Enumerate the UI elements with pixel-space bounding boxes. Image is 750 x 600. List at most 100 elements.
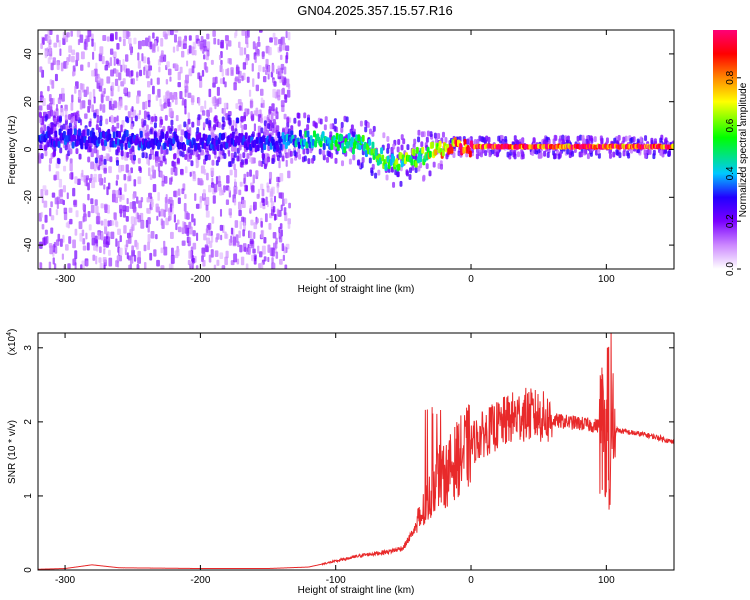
spectrogram-halo-cell <box>236 155 240 162</box>
spectrogram-noise-cell <box>246 76 250 83</box>
snr-x-ticks: -300 -200 -100 0 100 <box>55 333 615 586</box>
spectrogram-noise-cell <box>268 222 272 230</box>
spectrogram-noise-cell <box>233 186 238 195</box>
spectrogram-noise-cell <box>79 34 84 43</box>
spectrogram-noise-cell <box>131 106 134 112</box>
spectrogram-noise-cell <box>130 216 135 225</box>
spectrogram-noise-cell <box>261 188 265 197</box>
spectrogram-noise-cell <box>258 251 263 258</box>
spectrogram-halo-cell <box>141 152 145 159</box>
spectrogram-ridge-cell <box>124 142 128 150</box>
spectrogram-noise-cell <box>177 36 182 46</box>
spectrogram-halo-cell <box>557 153 561 160</box>
spectrogram-noise-cell <box>101 56 105 65</box>
spectrogram-noise-cell <box>133 179 137 187</box>
spectrogram-noise-cell <box>282 254 285 262</box>
spectrogram-noise-cell <box>262 75 267 83</box>
spectrogram-noise-cell <box>176 219 180 225</box>
spectrogram-halo-cell <box>422 175 426 182</box>
spectrogram-noise-cell <box>272 88 276 98</box>
spectrogram-noise-cell <box>83 41 87 50</box>
spectrogram-noise-cell <box>236 64 239 72</box>
spectrogram-halo-cell <box>512 151 516 158</box>
spectrogram-noise-cell <box>180 129 185 136</box>
spectrogram-noise-cell <box>233 163 236 170</box>
spectrogram-noise-cell <box>91 38 94 47</box>
spectrogram-noise-cell <box>123 87 127 94</box>
spectrogram-noise-cell <box>170 203 173 212</box>
spectrogram-halo-cell <box>318 148 322 155</box>
spectrogram-halo-cell <box>361 157 365 164</box>
spectrogram-noise-cell <box>183 38 187 45</box>
spectrogram-halo-cell <box>44 144 48 151</box>
spectrogram-noise-cell <box>165 194 168 203</box>
colorbar-label: Normalized spectral amplitude <box>738 82 749 217</box>
spectrogram-noise-cell <box>140 219 145 229</box>
spectrogram-halo-cell <box>425 136 429 143</box>
spectrogram-ridge-cell <box>384 163 388 171</box>
spectrogram-halo-cell <box>59 147 63 154</box>
spectrogram-noise-cell <box>73 199 78 208</box>
spectrogram-noise-cell <box>165 217 169 226</box>
spectrogram-noise-cell <box>179 66 183 74</box>
spectrogram-halo-cell <box>434 137 438 144</box>
spectrogram-noise-cell <box>257 72 260 79</box>
spectrogram-noise-cell <box>252 248 256 254</box>
spectrogram-noise-cell <box>163 240 166 250</box>
spectrogram-noise-cell <box>192 230 196 237</box>
spectrogram-noise-cell <box>220 59 223 65</box>
spectrogram-noise-cell <box>118 72 122 81</box>
spectrogram-noise-cell <box>162 31 167 38</box>
spectrogram-noise-cell <box>115 180 118 186</box>
spectrogram-noise-cell <box>214 250 219 258</box>
spectrogram-noise-cell <box>243 47 247 55</box>
spectrogram-noise-cell <box>157 162 161 172</box>
spectrogram-noise-cell <box>192 242 197 250</box>
spectrogram-noise-cell <box>157 88 161 98</box>
spectrogram-noise-cell <box>235 103 239 109</box>
spectrogram-halo-cell <box>105 118 109 125</box>
spectrogram-halo-cell <box>245 158 249 165</box>
spectrogram-halo-cell <box>618 152 622 159</box>
spectrogram-halo-cell <box>480 136 484 143</box>
spectrogram-ridge-cell <box>219 143 223 151</box>
spectrogram-halo-cell <box>659 150 663 157</box>
spectrogram-halo-cell <box>221 116 225 123</box>
spectrogram-noise-cell <box>122 78 126 85</box>
spectrogram-noise-cell <box>78 91 82 100</box>
spectrogram-noise-cell <box>188 45 192 54</box>
spectrogram-ridge-cell <box>350 136 354 144</box>
spectrogram-halo-cell <box>75 148 79 155</box>
spectrogram-noise-cell <box>207 222 212 230</box>
spectrogram-halo-cell <box>297 120 301 127</box>
spectrogram-noise-cell <box>158 66 161 73</box>
spectrogram-halo-cell <box>495 151 499 158</box>
spectrogram-noise-cell <box>116 190 120 198</box>
spectrogram-ridge-cell <box>263 143 267 151</box>
spectrogram-noise-cell <box>218 54 221 61</box>
spectrogram-halo-cell <box>348 158 352 165</box>
spectrogram-noise-cell <box>103 184 106 190</box>
spectrogram-noise-cell <box>163 209 166 218</box>
spectrogram-noise-cell <box>40 211 43 218</box>
spectrogram-ridge-cell <box>468 150 472 158</box>
spectrogram-noise-cell <box>108 146 112 153</box>
spectrogram-noise-cell <box>94 199 98 206</box>
spectrogram-noise-cell <box>227 67 230 76</box>
spectrogram-noise-cell <box>173 190 177 198</box>
spectrogram-noise-cell <box>150 148 154 155</box>
spectrogram-noise-cell <box>125 205 130 213</box>
spectrogram-noise-cell <box>177 82 181 88</box>
spectrogram-noise-cell <box>172 46 176 53</box>
spectrogram-halo-cell <box>151 116 155 123</box>
spectrogram-noise-cell <box>60 62 64 72</box>
spectrogram-halo-cell <box>629 137 633 144</box>
spectrogram-noise-cell <box>143 110 147 120</box>
spectrogram-ridge-cell <box>54 130 58 138</box>
spectrogram-noise-cell <box>136 264 140 269</box>
spectrogram-halo-cell <box>231 125 235 132</box>
spectrogram-noise-cell <box>188 250 192 259</box>
spectrogram-halo-cell <box>204 154 208 161</box>
spectrogram-halo-cell <box>585 138 589 145</box>
